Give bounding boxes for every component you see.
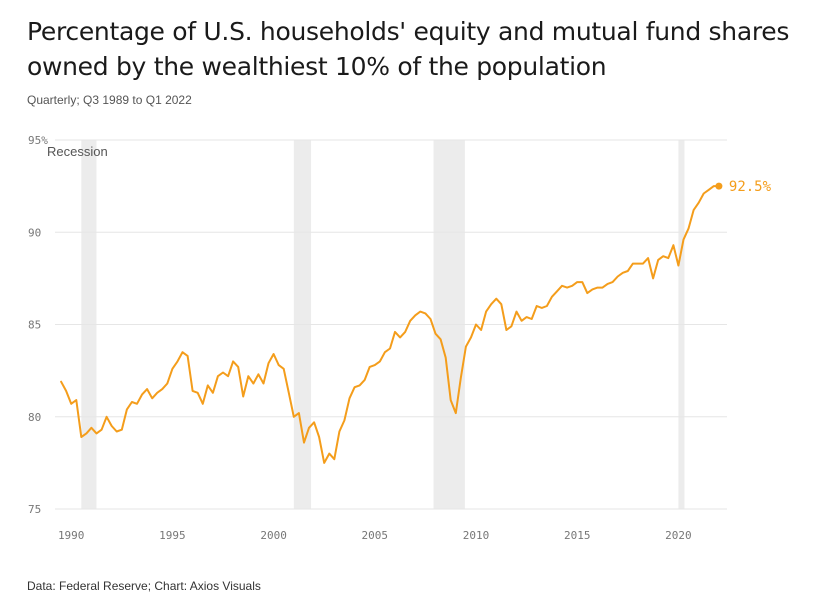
x-tick-label-1995: 1995 [159, 529, 186, 542]
x-tick-label-2005: 2005 [362, 529, 389, 542]
source-note: Data: Federal Reserve; Chart: Axios Visu… [27, 579, 261, 593]
line-chart: 75 80 85 90 95% 1990 1995 2000 2005 2010 2015 2020 R… [28, 134, 772, 542]
x-tick-label-2000: 2000 [260, 529, 287, 542]
y-tick-label-85: 85 [28, 319, 41, 332]
y-tick-label-95: 95% [28, 134, 48, 147]
x-tick-label-2020: 2020 [665, 529, 692, 542]
recession-label: Recession [47, 144, 108, 159]
chart-subtitle: Quarterly; Q3 1989 to Q1 2022 [27, 93, 192, 107]
x-tick-label-2015: 2015 [564, 529, 591, 542]
chart-title: Percentage of U.S. households' equity an… [27, 17, 790, 81]
x-tick-label-1990: 1990 [58, 529, 85, 542]
x-tick-label-2010: 2010 [463, 529, 490, 542]
end-value-label: 92.5% [729, 179, 772, 195]
y-tick-label-80: 80 [28, 411, 41, 424]
series-line-top10-share [60, 185, 720, 464]
end-point-marker [715, 182, 723, 190]
y-tick-label-90: 90 [28, 226, 41, 239]
y-tick-label-75: 75 [28, 503, 41, 516]
